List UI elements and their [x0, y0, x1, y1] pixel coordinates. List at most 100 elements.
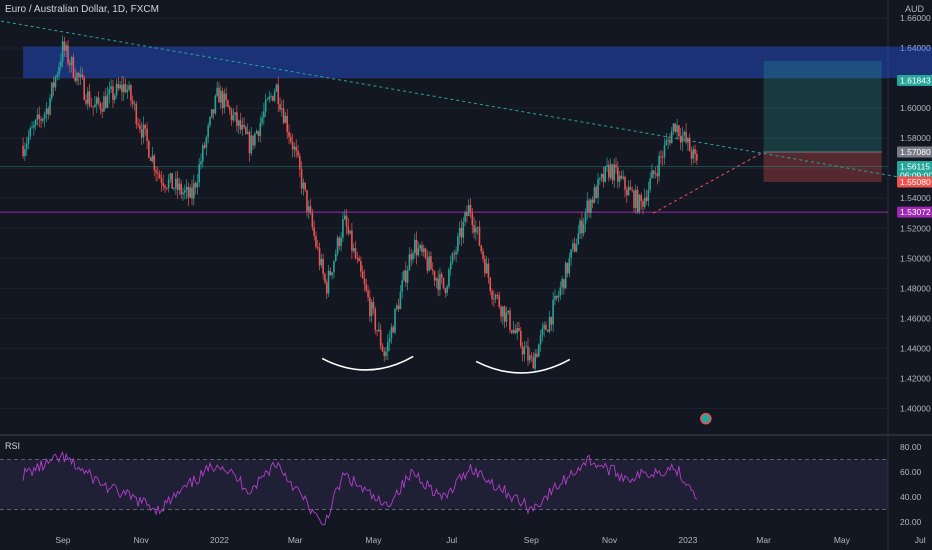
candle-body	[142, 124, 145, 138]
candle	[266, 97, 269, 101]
candle-body	[275, 84, 278, 92]
candle	[327, 264, 330, 297]
candle	[559, 281, 562, 300]
candle-body	[475, 228, 477, 233]
candle	[617, 161, 619, 189]
y-tick-label: 1.66000	[900, 13, 931, 23]
candle-body	[669, 139, 671, 144]
candle	[493, 290, 495, 308]
candle-body	[279, 104, 281, 110]
candle-body	[106, 94, 109, 108]
candle	[615, 156, 617, 174]
candle-body	[537, 344, 540, 357]
candle	[399, 285, 402, 310]
candle	[634, 184, 637, 214]
candle-body	[164, 185, 166, 188]
candle-body	[343, 215, 346, 220]
candle-body	[180, 183, 183, 195]
candle	[694, 144, 696, 163]
candle	[609, 158, 612, 181]
candle-body	[282, 108, 285, 123]
candle	[281, 100, 283, 117]
candle	[343, 209, 346, 221]
candle	[449, 255, 452, 276]
shoulder-arc	[475, 358, 571, 374]
candle	[674, 123, 677, 134]
candle	[672, 122, 675, 136]
long-position-target-zone	[763, 61, 882, 152]
candle	[663, 138, 666, 165]
candle-body	[290, 136, 292, 142]
candle	[527, 337, 529, 367]
candle	[530, 352, 533, 362]
candle	[85, 94, 87, 106]
candle-body	[672, 123, 675, 131]
candle	[261, 111, 263, 127]
candle-body	[243, 124, 245, 128]
candle-body	[645, 197, 648, 201]
candle-body	[166, 187, 168, 189]
y-tick-label: 1.60000	[900, 103, 931, 113]
candle-body	[392, 327, 395, 333]
candle	[415, 231, 418, 265]
candle-body	[518, 327, 520, 331]
candle-body	[144, 124, 147, 129]
candle-body	[333, 261, 335, 273]
candle-body	[460, 228, 463, 238]
candle	[86, 87, 89, 110]
candle-body	[455, 251, 457, 255]
price-badge: 1.61843	[897, 74, 932, 86]
candle-body	[417, 248, 420, 256]
candle	[387, 333, 389, 361]
candle	[133, 100, 136, 111]
candle	[295, 139, 298, 158]
y-tick-label: 1.46000	[900, 313, 931, 323]
candle	[482, 248, 484, 263]
candle-body	[462, 221, 465, 238]
candle	[130, 83, 132, 107]
candle	[333, 260, 335, 279]
candle-body	[615, 164, 617, 168]
candle	[687, 136, 689, 152]
candle-body	[530, 355, 533, 358]
candle	[462, 216, 465, 244]
candle-body	[198, 164, 200, 183]
candle	[47, 106, 50, 120]
candle	[511, 329, 513, 335]
candle-body	[584, 212, 587, 224]
neckline-projection	[652, 151, 764, 214]
candle	[137, 117, 139, 128]
candle	[424, 247, 427, 260]
candle	[142, 116, 145, 144]
candle-body	[239, 120, 242, 130]
candle	[464, 210, 466, 227]
candle-body	[85, 99, 87, 104]
candle	[629, 179, 632, 190]
candle	[157, 166, 159, 181]
candle-body	[656, 173, 659, 177]
candle	[590, 198, 592, 219]
candle-body	[149, 157, 152, 162]
candle	[203, 141, 206, 150]
candle-body	[86, 91, 89, 104]
candle-body	[97, 97, 100, 104]
candle-body	[318, 248, 321, 266]
candle	[446, 284, 448, 297]
candle	[309, 198, 312, 215]
candle	[473, 216, 475, 239]
candle	[435, 277, 438, 289]
candle-body	[444, 288, 447, 293]
x-tick-label: 2023	[678, 535, 697, 545]
price-badge-text: 1.57080	[900, 147, 931, 157]
candle-body	[647, 189, 650, 201]
candle-body	[426, 257, 429, 271]
candle	[347, 217, 350, 237]
candle-body	[575, 244, 578, 252]
candle-body	[361, 271, 364, 279]
candle-body	[640, 194, 642, 201]
price-badge-bg	[897, 206, 932, 218]
candle	[536, 349, 538, 359]
candle-body	[54, 76, 57, 88]
candle	[507, 310, 510, 315]
